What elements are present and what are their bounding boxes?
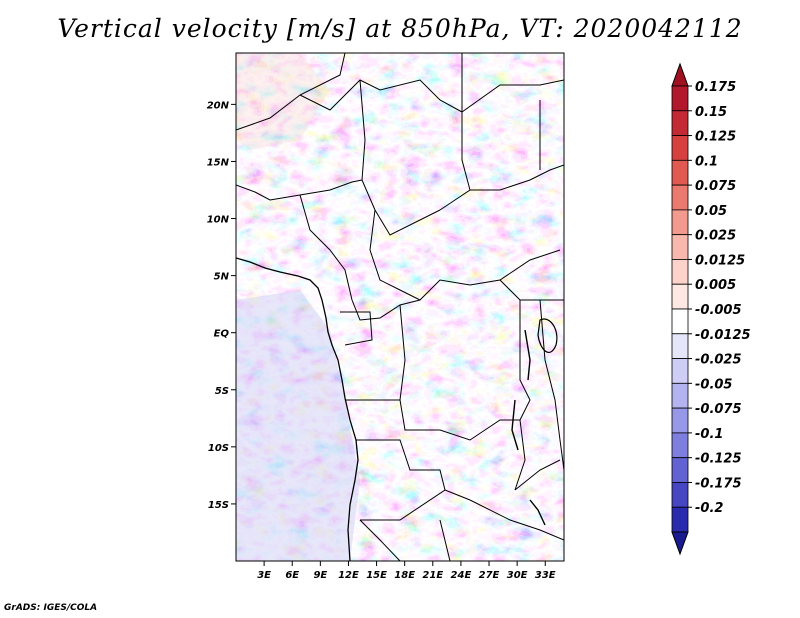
- colorbar-label: -0.2: [695, 501, 723, 516]
- lon-tick-label: 6E: [285, 570, 299, 581]
- colorbar-swatch: [671, 184, 689, 211]
- lat-tick-label: EQ: [214, 329, 230, 340]
- colorbar-label: 0.025: [695, 229, 736, 244]
- lon-tick-label: 15E: [366, 570, 387, 581]
- lon-tick-label: 30E: [507, 570, 528, 581]
- colorbar-swatch: [671, 308, 689, 335]
- colorbar-label: 0.1: [695, 154, 718, 169]
- lon-tick-label: 18E: [394, 570, 415, 581]
- lat-tick-label: 15S: [208, 500, 229, 511]
- colorbar-label: 0.175: [695, 80, 736, 95]
- colorbar-swatch: [671, 358, 689, 384]
- lat-tick-label: 10S: [208, 443, 229, 454]
- colorbar-label: -0.075: [695, 402, 742, 417]
- colorbar-swatch: [671, 234, 689, 260]
- colorbar-label: -0.005: [695, 303, 742, 318]
- colorbar-swatch: [671, 333, 689, 359]
- colorbar-label: 0.05: [695, 204, 727, 219]
- lat-tick-label: 5N: [214, 272, 230, 283]
- longitude-axis: 3E 6E 9E 12E 15E 18E 21E 24E 27E 30E 33E: [257, 561, 556, 581]
- colorbar-label: 0.125: [695, 130, 736, 145]
- lon-tick-label: 24E: [451, 570, 472, 581]
- colorbar-label: -0.05: [695, 377, 732, 392]
- lon-tick-label: 12E: [338, 570, 359, 581]
- plot-title: Vertical velocity [m/s] at 850hPa, VT: 2…: [57, 14, 743, 43]
- colorbar-bottom-arrow: [671, 531, 689, 556]
- lon-tick-label: 33E: [535, 570, 556, 581]
- lon-tick-label: 21E: [422, 570, 443, 581]
- colorbar-swatch: [671, 506, 689, 533]
- colorbar-label: 0.15: [695, 105, 727, 120]
- colorbar-swatch: [671, 259, 689, 285]
- software-credit: GrADS: IGES/COLA: [4, 603, 98, 613]
- colorbar: 0.175 0.15 0.125 0.1 0.075 0.05 0.025 0.0125 0.0…: [671, 62, 751, 556]
- colorbar-swatch: [671, 283, 689, 310]
- colorbar-label: -0.025: [695, 353, 742, 368]
- colorbar-swatch: [671, 85, 689, 112]
- lon-tick-label: 9E: [313, 570, 327, 581]
- lat-tick-label: 15N: [207, 157, 230, 168]
- latitude-axis: 20N 15N 10N 5N EQ 5S 10S 15S: [207, 100, 236, 511]
- colorbar-top-arrow: [671, 62, 689, 87]
- colorbar-label: -0.0125: [695, 328, 751, 343]
- country-borders: [236, 53, 564, 561]
- colorbar-swatch: [671, 209, 689, 236]
- lat-tick-label: 20N: [207, 100, 230, 111]
- colorbar-swatch: [671, 110, 689, 136]
- colorbar-label: 0.005: [695, 278, 736, 293]
- colorbar-swatch: [671, 407, 689, 434]
- lon-tick-label: 3E: [257, 570, 271, 581]
- map-frame: [235, 52, 565, 562]
- colorbar-swatch: [671, 382, 689, 409]
- colorbar-label: -0.1: [695, 427, 723, 442]
- colorbar-swatch: [671, 482, 689, 508]
- colorbar-swatch: [671, 135, 689, 161]
- lat-tick-label: 5S: [215, 386, 229, 397]
- lon-tick-label: 27E: [479, 570, 500, 581]
- colorbar-label: 0.0125: [695, 253, 745, 268]
- colorbar-label: -0.175: [695, 476, 742, 491]
- lat-tick-label: 10N: [207, 215, 230, 226]
- colorbar-swatch: [671, 159, 689, 186]
- colorbar-label: -0.125: [695, 452, 742, 467]
- colorbar-swatch: [671, 457, 689, 483]
- colorbar-swatch: [671, 432, 689, 459]
- colorbar-label: 0.075: [695, 179, 736, 194]
